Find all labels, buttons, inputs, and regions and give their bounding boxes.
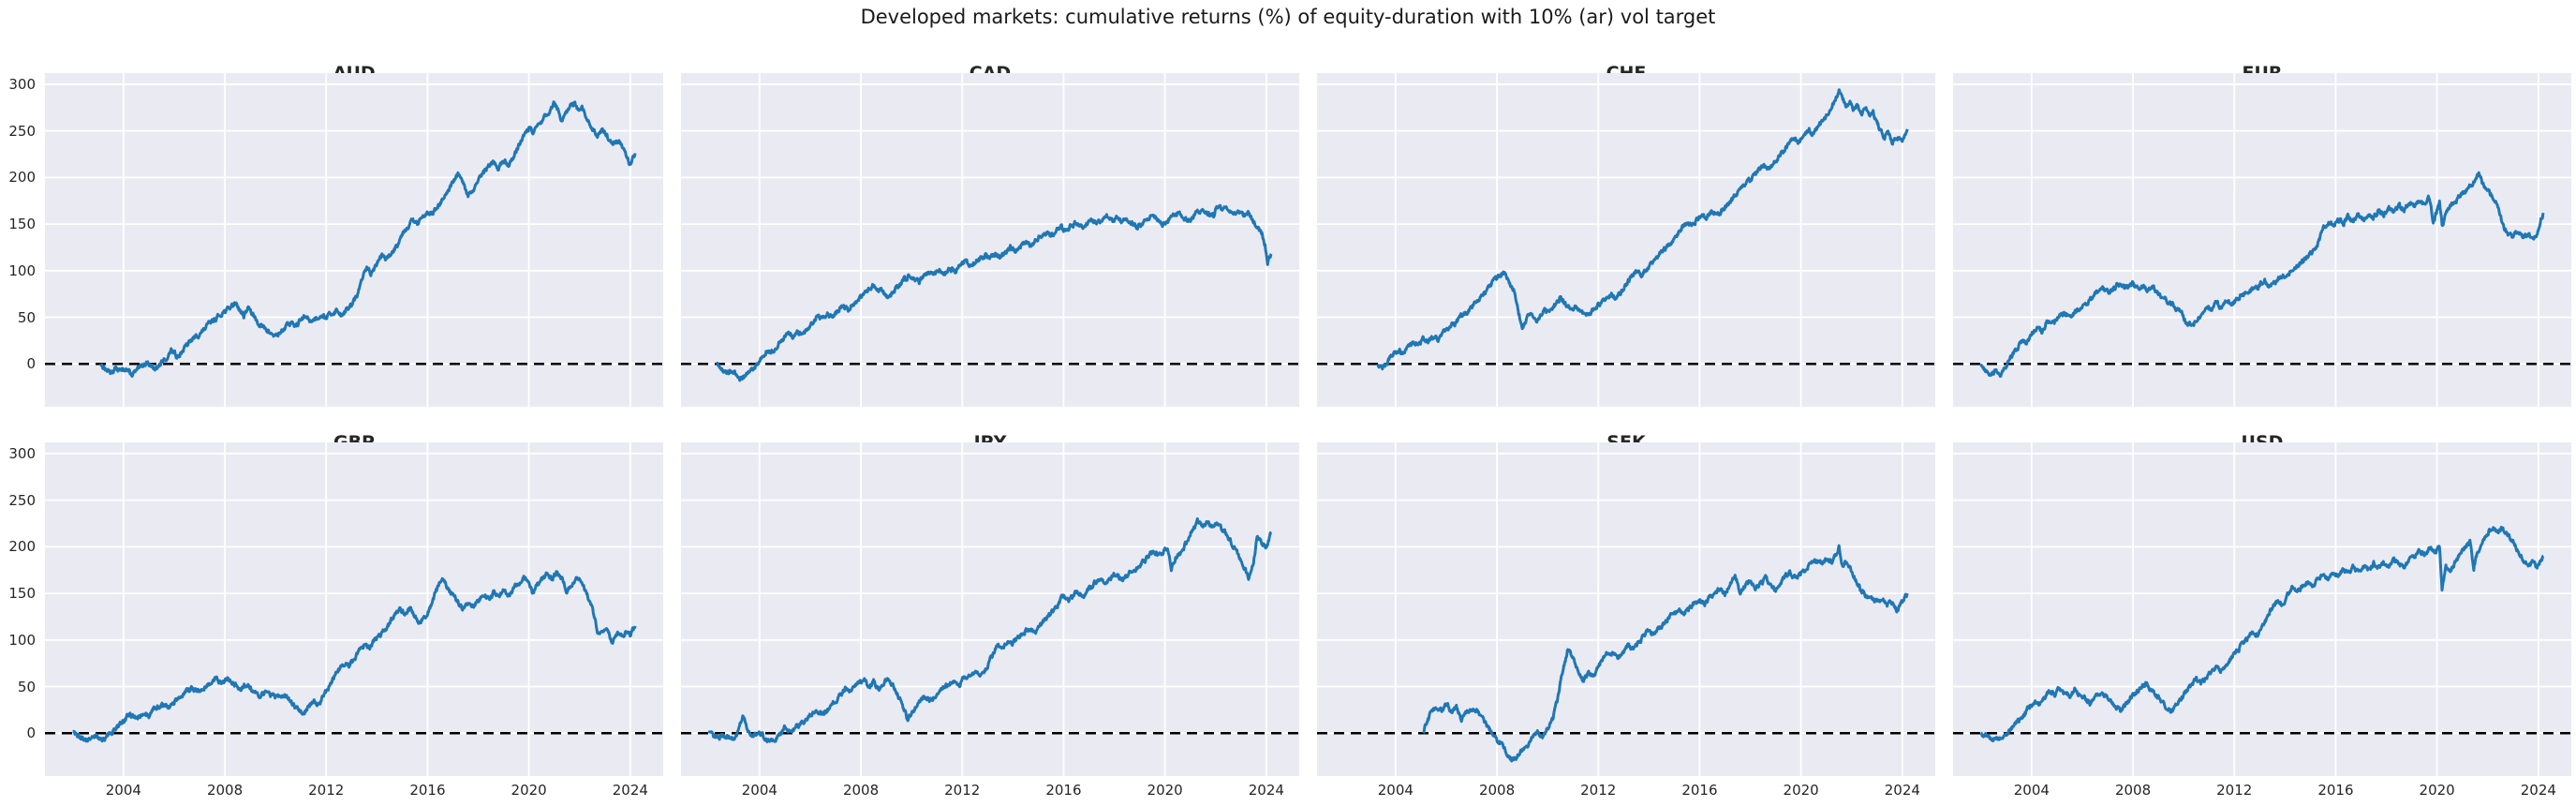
series-line-chf xyxy=(1376,88,1909,371)
panel-aud: AUD xyxy=(45,63,663,407)
panel-gbp: GBP xyxy=(45,432,663,776)
x-tick-label: 2016 xyxy=(1681,782,1718,799)
panel-usd: USD xyxy=(1953,432,2571,776)
chart-cad xyxy=(681,73,1299,407)
y-tick-label: 50 xyxy=(17,308,36,326)
x-tick-label: 2012 xyxy=(944,782,981,799)
panel-sek: SEK xyxy=(1317,432,1935,776)
x-tick-label: 2020 xyxy=(511,782,547,799)
x-tick-label: 2004 xyxy=(105,782,141,799)
plot-background xyxy=(681,73,1299,407)
plot-background xyxy=(45,73,663,407)
plot-background xyxy=(681,442,1299,776)
x-tick-label: 2020 xyxy=(1783,782,1819,799)
chart-aud xyxy=(45,73,663,407)
y-tick-label: 0 xyxy=(26,725,36,742)
series-line-jpy xyxy=(707,517,1273,743)
series-line-sek xyxy=(1422,544,1909,763)
y-tick-label: 300 xyxy=(8,75,36,93)
series-line-aud xyxy=(99,100,637,378)
x-tick-label: 2016 xyxy=(1045,782,1082,799)
x-tick-label: 2004 xyxy=(1377,782,1414,799)
plot-background xyxy=(1953,442,2571,776)
grid-lines xyxy=(1953,442,2571,776)
x-tick-label: 2008 xyxy=(1478,782,1516,799)
plot-background xyxy=(1953,73,2571,407)
y-tick-label: 300 xyxy=(8,444,36,462)
x-tick-label: 2004 xyxy=(741,782,777,799)
chart-chf xyxy=(1317,73,1935,407)
x-tick-label: 2016 xyxy=(409,782,446,799)
plot-background xyxy=(1317,442,1935,776)
x-tick-label: 2024 xyxy=(1248,782,1284,799)
grid-lines xyxy=(45,73,663,407)
series-line-cad xyxy=(715,203,1273,382)
x-tick-label: 2024 xyxy=(2520,782,2556,799)
figure-suptitle: Developed markets: cumulative returns (%… xyxy=(860,6,1716,28)
x-tick-label: 2012 xyxy=(2216,782,2253,799)
plot-background xyxy=(45,442,663,776)
chart-gbp xyxy=(45,442,663,776)
chart-sek xyxy=(1317,442,1935,776)
x-tick-label: 2024 xyxy=(612,782,648,799)
x-tick-label: 2012 xyxy=(1580,782,1617,799)
x-tick-label: 2008 xyxy=(2114,782,2152,799)
chart-jpy xyxy=(681,442,1299,776)
panel-eur: EUR xyxy=(1953,63,2571,407)
x-tick-label: 2008 xyxy=(842,782,880,799)
y-tick-label: 100 xyxy=(8,631,36,649)
plot-background xyxy=(1317,73,1935,407)
panel-cad: CAD xyxy=(681,63,1299,407)
x-tick-label: 2016 xyxy=(2317,782,2354,799)
panel-jpy: JPY xyxy=(681,432,1299,776)
series-line-usd xyxy=(1979,525,2545,742)
y-tick-label: 200 xyxy=(8,169,36,187)
series-line-gbp xyxy=(71,570,637,743)
x-tick-label: 2024 xyxy=(1884,782,1920,799)
x-tick-label: 2004 xyxy=(2013,782,2050,799)
panel-chf: CHF xyxy=(1317,63,1935,407)
y-tick-label: 100 xyxy=(8,262,36,279)
y-tick-label: 0 xyxy=(26,355,36,373)
x-tick-label: 2020 xyxy=(2419,782,2455,799)
x-tick-label: 2008 xyxy=(206,782,244,799)
y-tick-label: 50 xyxy=(17,678,36,695)
x-tick-label: 2012 xyxy=(308,782,345,799)
y-tick-label: 150 xyxy=(8,585,36,603)
series-line-eur xyxy=(1979,171,2545,378)
y-tick-label: 250 xyxy=(8,122,36,140)
y-tick-label: 200 xyxy=(8,538,36,556)
y-tick-label: 150 xyxy=(8,216,36,233)
x-tick-label: 2020 xyxy=(1147,782,1183,799)
chart-usd xyxy=(1953,442,2571,776)
y-tick-label: 250 xyxy=(8,491,36,509)
chart-eur xyxy=(1953,73,2571,407)
